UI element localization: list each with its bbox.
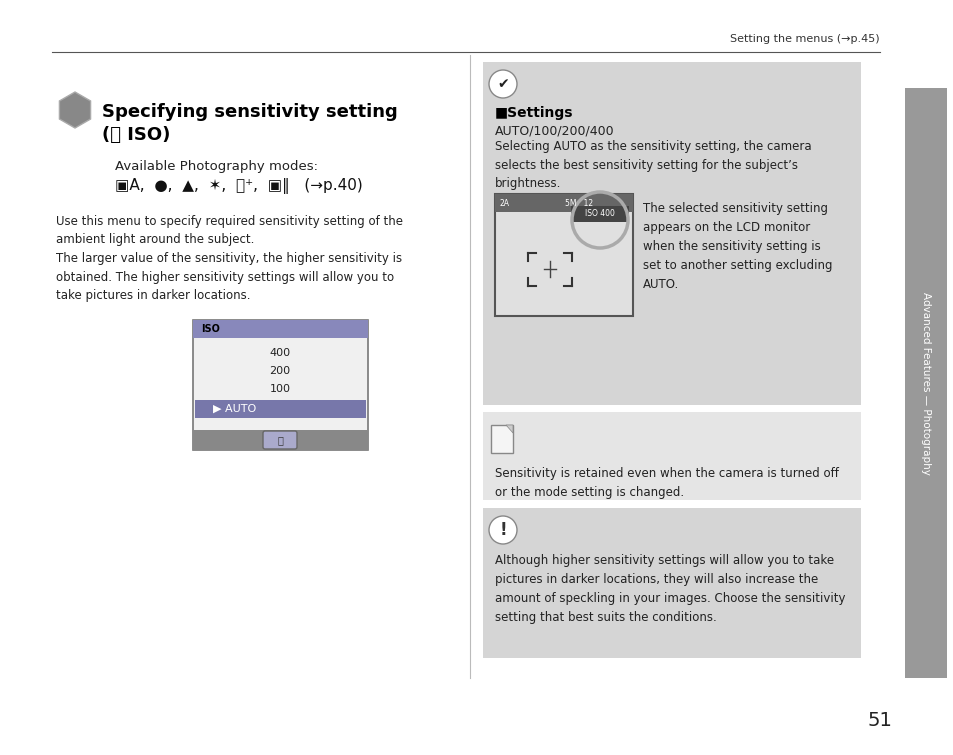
Text: !: ! [498, 521, 506, 539]
FancyBboxPatch shape [482, 62, 861, 405]
Text: AUTO/100/200/400: AUTO/100/200/400 [495, 124, 614, 137]
FancyBboxPatch shape [482, 412, 861, 500]
Text: 5M   12: 5M 12 [564, 199, 593, 208]
Text: ⓶: ⓶ [276, 435, 283, 445]
Text: Selecting AUTO as the sensitivity setting, the camera
selects the best sensitivi: Selecting AUTO as the sensitivity settin… [495, 140, 811, 190]
Text: 100: 100 [269, 384, 291, 394]
FancyBboxPatch shape [904, 88, 946, 678]
FancyBboxPatch shape [495, 194, 633, 212]
Text: Use this menu to specify required sensitivity setting of the
ambient light aroun: Use this menu to specify required sensit… [56, 215, 402, 302]
Text: ▣A,  ●,  ▲,  ✶,  ⏐⁺,  ▣‖   (→p.40): ▣A, ●, ▲, ✶, ⏐⁺, ▣‖ (→p.40) [115, 178, 362, 194]
Text: The selected sensitivity setting
appears on the LCD monitor
when the sensitivity: The selected sensitivity setting appears… [642, 202, 832, 291]
Polygon shape [59, 92, 91, 128]
Text: ✔: ✔ [497, 77, 508, 91]
Text: 2A: 2A [499, 199, 510, 208]
Text: Setting the menus (→p.45): Setting the menus (→p.45) [730, 34, 879, 44]
Text: Sensitivity is retained even when the camera is turned off
or the mode setting i: Sensitivity is retained even when the ca… [495, 467, 838, 499]
FancyBboxPatch shape [194, 400, 366, 418]
Text: Advanced Features — Photography: Advanced Features — Photography [920, 291, 930, 474]
Text: ▶ AUTO: ▶ AUTO [213, 404, 256, 414]
Text: ■Settings: ■Settings [495, 106, 573, 120]
FancyBboxPatch shape [491, 425, 513, 453]
FancyBboxPatch shape [193, 320, 368, 338]
Text: Specifying sensitivity setting: Specifying sensitivity setting [102, 103, 397, 121]
FancyBboxPatch shape [571, 206, 628, 222]
Text: Although higher sensitivity settings will allow you to take
pictures in darker l: Although higher sensitivity settings wil… [495, 554, 844, 624]
FancyBboxPatch shape [193, 320, 368, 450]
Text: ISO 400: ISO 400 [584, 209, 615, 218]
Text: 51: 51 [866, 710, 891, 729]
FancyBboxPatch shape [495, 194, 633, 316]
FancyBboxPatch shape [193, 430, 368, 450]
Circle shape [489, 516, 517, 544]
Text: (⓶ ISO): (⓶ ISO) [102, 126, 171, 144]
Circle shape [489, 70, 517, 98]
Text: Available Photography modes:: Available Photography modes: [115, 160, 317, 173]
Text: ISO: ISO [201, 324, 219, 334]
Polygon shape [505, 425, 513, 433]
FancyBboxPatch shape [263, 431, 296, 449]
Text: 200: 200 [269, 366, 291, 376]
Text: 400: 400 [269, 348, 291, 358]
FancyBboxPatch shape [482, 508, 861, 658]
